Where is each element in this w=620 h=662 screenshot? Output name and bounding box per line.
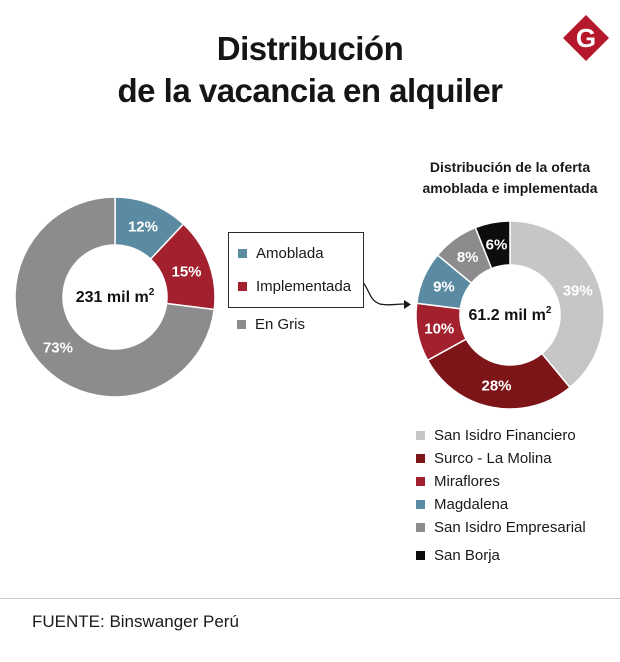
legend-swatch-implementada: [238, 282, 247, 291]
legend-swatch-magdalena: [416, 500, 425, 509]
footer-divider: [0, 598, 620, 599]
legend-item-magdalena: Magdalena: [416, 493, 586, 516]
chart-title: Distribución de la vacancia en alquiler: [0, 28, 620, 112]
donut-chart-supply: 39% 28% 10% 9%8% 6% 61.2 mil m2: [415, 220, 605, 410]
legend-label-miraflores: Miraflores: [434, 473, 500, 490]
right-chart-title: Distribución de la oferta amoblada e imp…: [400, 157, 620, 199]
chart-title-line-2: de la vacancia en alquiler: [117, 72, 503, 109]
slice-label-en-gris: 73%: [43, 339, 73, 356]
legend-label-san-isidro-financiero: San Isidro Financiero: [434, 427, 576, 444]
legend-label-surco-la-molina: Surco - La Molina: [434, 450, 552, 467]
legend-label-implementada: Implementada: [256, 278, 352, 295]
legend-item-san-isidro-financiero: San Isidro Financiero: [416, 424, 586, 447]
center-total-value: 61.2 mil m: [469, 307, 546, 324]
legend-label-san-borja: San Borja: [434, 547, 500, 564]
slice-san-isidro-financiero: [509, 220, 605, 389]
logo-letter: G: [576, 23, 596, 53]
legend-label-en-gris: En Gris: [255, 316, 306, 333]
slice-label-san-borja: 6%: [486, 236, 508, 253]
slice-label-amoblada: 12%: [128, 218, 158, 235]
legend-label-san-isidro-empresarial: San Isidro Empresarial: [434, 519, 586, 536]
slice-san-borja: [474, 220, 511, 270]
legend-label-amoblada: Amoblada: [256, 245, 324, 262]
legend-item-implementada: Implementada: [238, 278, 351, 295]
charts-canvas: 12%15%73%231 mil m2 39%28%10%9%8%6%61.2 …: [14, 196, 605, 410]
center-total-unit-superscript: 2: [546, 305, 552, 316]
center-total-label: 61.2 mil m2: [469, 305, 552, 324]
legend-swatch-amoblada: [238, 249, 247, 258]
right-chart-title-line-1: Distribución de la oferta: [429, 159, 591, 175]
chart-title-line-1: Distribución: [216, 30, 404, 67]
slice-label-magdalena: 9%: [433, 278, 455, 295]
legend-label-magdalena: Magdalena: [434, 496, 509, 513]
slice-label-surco-la-molina: 28%: [481, 378, 511, 395]
slice-label-implementada: 15%: [171, 263, 201, 280]
slice-label-san-isidro-empresarial: 8%: [457, 249, 479, 266]
slice-label-miraflores: 10%: [424, 320, 454, 337]
legend-item-amoblada: Amoblada: [238, 245, 324, 262]
slice-en-gris: [14, 196, 216, 398]
legend-item-san-borja: San Borja: [416, 544, 586, 567]
legend-swatch-surco-la-molina: [416, 454, 425, 463]
legend-item-surco-la-molina: Surco - La Molina: [416, 447, 586, 470]
right-chart-title-line-2: amoblada e implementada: [422, 180, 598, 196]
legend-swatch-san-isidro-financiero: [416, 431, 425, 440]
legend-swatch-san-borja: [416, 551, 425, 560]
legend-item-san-isidro-empresarial: San Isidro Empresarial: [416, 516, 586, 539]
donut-chart-vacancy: 12% 15% 73% 231 mil m2: [14, 196, 216, 398]
legend-swatch-en-gris: [237, 320, 246, 329]
gestion-logo: G: [563, 15, 609, 61]
legend-swatch-san-isidro-empresarial: [416, 523, 425, 532]
connector-arrowhead: [404, 300, 411, 309]
right-legend: San Isidro Financiero Surco - La Molina …: [416, 424, 586, 567]
left-legend: Amoblada Implementada: [228, 232, 364, 308]
legend-item-miraflores: Miraflores: [416, 470, 586, 493]
source-note: FUENTE: Binswanger Perú: [32, 612, 239, 631]
slice-surco-la-molina: [426, 338, 571, 410]
center-total-unit-superscript: 2: [149, 287, 155, 298]
slice-label-san-isidro-financiero: 39%: [563, 283, 593, 300]
legend-swatch-miraflores: [416, 477, 425, 486]
center-total-label: 231 mil m2: [76, 287, 155, 306]
legend-item-en-gris: En Gris: [237, 316, 305, 333]
center-total-value: 231 mil m: [76, 289, 149, 306]
connector-arrow: [359, 278, 405, 306]
